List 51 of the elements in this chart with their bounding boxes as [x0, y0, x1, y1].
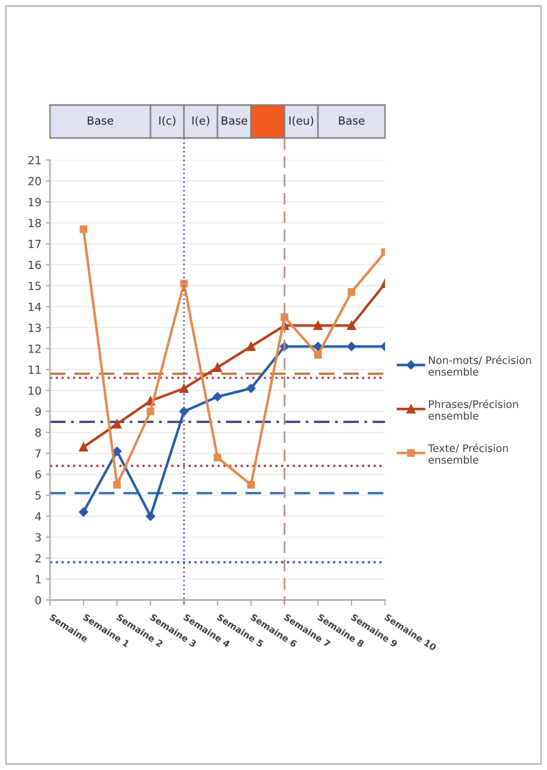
point [314, 351, 322, 359]
y-tick-label: 4 [35, 512, 42, 520]
point [212, 392, 222, 402]
text: Base [88, 116, 114, 125]
point [78, 442, 88, 452]
y-tick-label: 5 [35, 491, 41, 500]
point [80, 225, 88, 233]
y-tick-label: 15 [28, 282, 41, 290]
point [146, 408, 154, 416]
text: Base [339, 116, 364, 125]
y-tick-label: 17 [28, 240, 41, 248]
point [214, 454, 222, 462]
legend-label: Non-mots/ Précision ensemble [428, 356, 531, 376]
y-tick-label: 7 [36, 449, 41, 458]
point [348, 288, 356, 296]
point [346, 321, 356, 330]
point [112, 419, 122, 429]
y-tick-label: 19 [28, 198, 41, 206]
text: I(e) [192, 116, 210, 126]
y-tick-label: 16 [28, 260, 41, 270]
text: Base [222, 116, 248, 125]
y-tick-label: 11 [28, 366, 41, 374]
y-tick-label: 14 [28, 302, 42, 311]
y-tick-label: 12 [28, 344, 41, 353]
y-tick-label: 6 [35, 470, 41, 479]
y-tick-label: 8 [35, 428, 41, 437]
point [346, 342, 356, 352]
y-tick-label: 10 [28, 386, 41, 395]
y-tick-label: 18 [28, 218, 41, 228]
y-tick-label: 2 [35, 554, 41, 562]
point [78, 507, 88, 517]
y-tick-label: 0 [35, 596, 41, 604]
point [246, 384, 256, 394]
y-tick-label: 21 [28, 156, 41, 164]
point [112, 446, 122, 456]
point [246, 342, 256, 351]
point [247, 480, 255, 489]
y-tick-label: 13 [28, 324, 41, 332]
point [212, 362, 222, 372]
legend-label: Phrases/Précision ensemble [428, 400, 518, 420]
text: I(c) [159, 116, 176, 126]
y-tick-label: 3 [35, 533, 41, 542]
y-tick-label: 20 [28, 176, 41, 186]
point [146, 512, 156, 521]
y-tick-label: 1 [36, 575, 41, 584]
point [280, 313, 288, 321]
y-tick-label: 9 [35, 407, 41, 416]
point [313, 321, 323, 330]
point [113, 480, 121, 489]
legend-label: Texte/ Précision ensemble [428, 444, 508, 464]
text: I(eu) [289, 116, 314, 126]
